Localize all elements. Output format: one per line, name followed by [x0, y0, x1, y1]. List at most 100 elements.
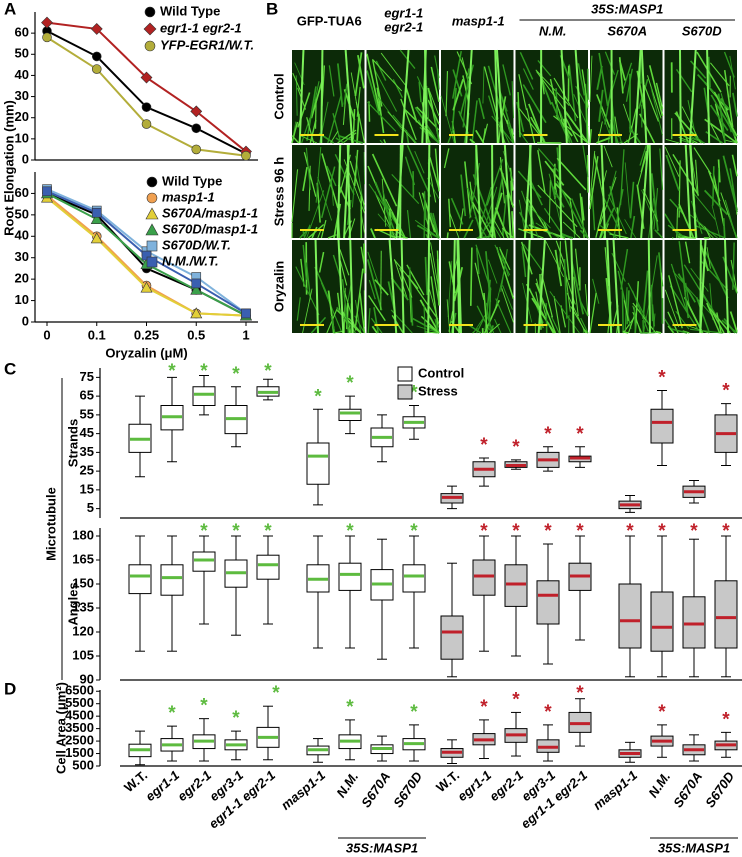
microtubule — [709, 283, 714, 320]
microtubule — [354, 52, 363, 97]
microtubule — [473, 314, 486, 334]
microtubule — [474, 262, 485, 301]
microtubule — [562, 221, 581, 239]
box — [402, 564, 426, 593]
microtubule — [429, 253, 440, 304]
cell-wall — [452, 239, 456, 334]
marker — [140, 281, 153, 293]
microtubule — [370, 228, 376, 239]
microtubule — [596, 137, 610, 144]
significance-mark: * — [410, 702, 418, 723]
x-tick-label: 0 — [43, 327, 50, 342]
microtubule — [580, 317, 589, 334]
microtubule — [713, 91, 738, 137]
significance-mark: * — [200, 696, 208, 717]
microtubule — [308, 165, 311, 211]
microtubule — [607, 69, 619, 105]
cell-wall — [399, 144, 402, 239]
microtubule — [367, 251, 383, 294]
microtubule — [330, 130, 339, 144]
microtubule — [332, 113, 342, 142]
microtubule — [341, 279, 350, 334]
microtubule — [664, 213, 681, 239]
microtubule — [712, 166, 715, 206]
box — [306, 442, 330, 485]
microtubule — [469, 247, 473, 306]
microtubule — [609, 233, 629, 239]
microtubule — [717, 159, 721, 183]
microtubule — [320, 166, 336, 218]
microtubule — [537, 184, 578, 228]
microtubule — [366, 259, 383, 311]
microtubule — [549, 78, 557, 105]
microtubule — [582, 145, 589, 178]
y-tick-label: 1500 — [65, 745, 94, 760]
microtubule — [665, 154, 680, 191]
microtubule — [360, 246, 366, 268]
microtubule — [537, 150, 546, 194]
marker — [91, 64, 102, 74]
microtubule — [317, 176, 333, 221]
microtubule — [478, 97, 485, 120]
marker — [42, 186, 52, 197]
microtubule — [430, 276, 439, 328]
microtubule — [723, 317, 736, 334]
microtubule — [291, 121, 299, 144]
microtubule — [668, 275, 683, 329]
microtubule — [553, 296, 561, 334]
y-tick-label: 500 — [72, 757, 94, 772]
y-tick-label: 25 — [80, 463, 94, 478]
legend-label: S670A/masp1-1 — [162, 205, 258, 220]
significance-mark: * — [626, 521, 634, 542]
microtubule — [434, 318, 439, 334]
microtubule — [291, 169, 299, 223]
microtubule — [537, 148, 559, 172]
microtubule — [722, 155, 738, 211]
y-axis-title: Cell Area (μm²) — [53, 682, 68, 774]
microtubule — [355, 101, 366, 144]
significance-mark: * — [576, 424, 584, 445]
microtubule — [377, 213, 399, 239]
microtubule — [707, 305, 731, 334]
microtubule — [359, 292, 366, 334]
cell-wall — [424, 49, 428, 144]
microtubule — [430, 242, 439, 289]
y-tick-label: 2500 — [65, 733, 94, 748]
microtubule — [343, 83, 348, 105]
microtubule — [624, 219, 637, 239]
significance-mark: * — [200, 361, 208, 382]
box — [160, 564, 184, 596]
microtubule — [368, 279, 376, 300]
microtubule — [321, 153, 339, 209]
microtubule — [429, 157, 440, 190]
microtubule — [485, 302, 492, 334]
x-tick-label: masp1-1 — [590, 767, 640, 812]
microtubule — [706, 247, 711, 269]
microtubule — [604, 51, 616, 75]
marker — [91, 51, 102, 62]
legend-marker — [146, 192, 158, 204]
box — [504, 564, 528, 607]
row-label: Oryzalin — [271, 261, 286, 312]
cell-wall — [640, 144, 649, 239]
micrograph-texture — [443, 144, 515, 239]
microtubule — [471, 201, 494, 239]
microtubule — [653, 188, 659, 230]
microtubule — [468, 324, 482, 334]
significance-mark: * — [264, 361, 272, 382]
microtubule — [633, 307, 637, 334]
microtubule — [707, 170, 721, 202]
micrograph-texture — [446, 239, 515, 334]
marker — [241, 150, 251, 161]
significance-mark: * — [200, 521, 208, 542]
microtubule — [592, 278, 600, 304]
significance-mark: * — [658, 368, 666, 389]
microtubule — [675, 111, 690, 144]
microtubule — [367, 101, 397, 132]
microtubule — [495, 246, 515, 300]
significance-mark: * — [722, 381, 730, 402]
cell-wall — [336, 144, 342, 239]
microtubule — [620, 249, 629, 290]
microtubule — [665, 138, 680, 144]
microtubule — [354, 299, 362, 334]
